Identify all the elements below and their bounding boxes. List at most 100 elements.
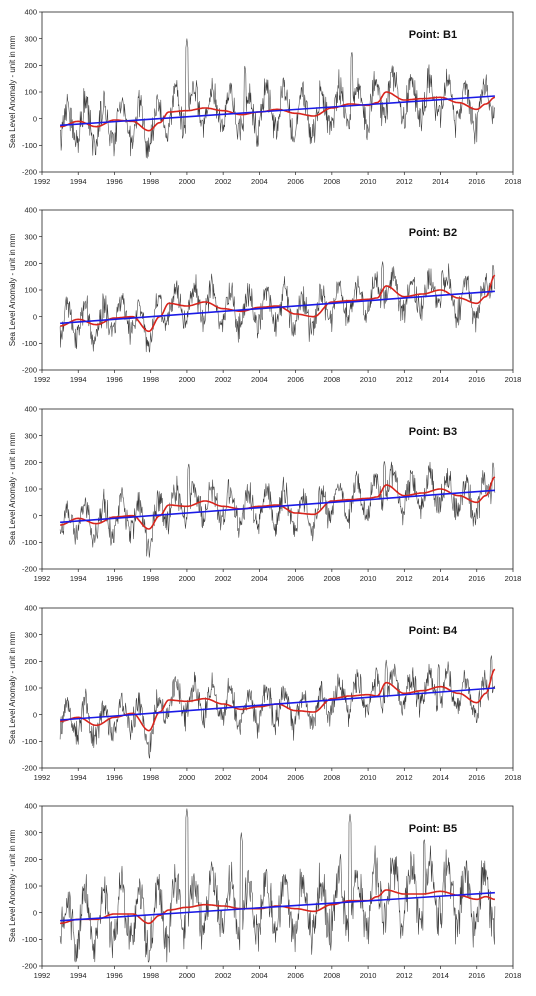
x-tick-label: 1992	[34, 375, 51, 384]
x-tick-label: 1992	[34, 773, 51, 782]
x-tick-label: 2002	[215, 177, 232, 186]
x-tick-label: 2000	[179, 773, 196, 782]
y-tick-label: 400	[24, 8, 37, 17]
y-tick-label: 300	[24, 232, 37, 241]
x-tick-label: 1998	[142, 971, 159, 980]
x-tick-label: 1994	[70, 574, 87, 583]
x-tick-label: 1996	[106, 375, 123, 384]
x-tick-label: 2014	[432, 375, 449, 384]
x-tick-label: 2004	[251, 177, 268, 186]
y-tick-label: 200	[24, 259, 37, 268]
x-tick-label: 2012	[396, 971, 413, 980]
y-tick-label: 200	[24, 458, 37, 467]
panel-title: Point: B3	[409, 426, 457, 438]
x-tick-label: 1998	[142, 773, 159, 782]
x-tick-label: 2006	[287, 177, 304, 186]
trend-line	[60, 290, 495, 325]
x-tick-label: 2018	[505, 773, 522, 782]
x-tick-label: 1994	[70, 177, 87, 186]
y-tick-label: 400	[24, 802, 37, 811]
y-tick-label: 300	[24, 828, 37, 837]
y-tick-label: 400	[24, 206, 37, 215]
y-tick-label: 200	[24, 61, 37, 70]
y-axis-label: Sea Level Anomaly - unit in mm	[8, 233, 17, 346]
x-tick-label: 2006	[287, 375, 304, 384]
x-tick-label: 2008	[324, 773, 341, 782]
x-tick-label: 1996	[106, 574, 123, 583]
x-tick-label: 1994	[70, 971, 87, 980]
x-tick-label: 2002	[215, 773, 232, 782]
x-tick-label: 1992	[34, 177, 51, 186]
x-tick-label: 2004	[251, 574, 268, 583]
smoothed-series-line	[60, 476, 496, 530]
x-tick-label: 2010	[360, 971, 377, 980]
trend-line	[60, 95, 495, 127]
x-tick-label: 2012	[396, 177, 413, 186]
x-tick-label: 2004	[251, 773, 268, 782]
y-tick-label: 0	[33, 908, 37, 917]
x-tick-label: 2016	[468, 773, 485, 782]
x-tick-label: 2010	[360, 574, 377, 583]
trend-line	[60, 687, 495, 721]
y-tick-label: 100	[24, 88, 37, 97]
y-tick-label: 300	[24, 431, 37, 440]
x-tick-label: 1998	[142, 375, 159, 384]
raw-series-line	[59, 261, 496, 353]
x-tick-label: 2016	[468, 574, 485, 583]
x-tick-label: 2018	[505, 574, 522, 583]
y-tick-label: 200	[24, 855, 37, 864]
y-tick-label: 400	[24, 405, 37, 414]
y-axis-label: Sea Level Anomaly - unit in mm	[8, 432, 17, 545]
x-tick-label: 2012	[396, 574, 413, 583]
raw-series-line	[59, 461, 496, 558]
y-tick-label: -100	[22, 737, 37, 746]
x-tick-label: 2006	[287, 971, 304, 980]
x-tick-label: 2014	[432, 177, 449, 186]
x-tick-label: 2006	[287, 773, 304, 782]
y-tick-label: 300	[24, 630, 37, 639]
y-tick-label: 200	[24, 657, 37, 666]
smoothed-series-line	[60, 274, 496, 333]
y-tick-label: -200	[22, 168, 37, 177]
y-tick-label: 100	[24, 882, 37, 891]
x-tick-label: 1996	[106, 773, 123, 782]
x-tick-label: 2012	[396, 375, 413, 384]
x-tick-label: 1992	[34, 574, 51, 583]
x-tick-label: 2004	[251, 971, 268, 980]
x-tick-label: 1994	[70, 375, 87, 384]
x-tick-label: 2012	[396, 773, 413, 782]
y-tick-label: -100	[22, 935, 37, 944]
y-axis-label: Sea Level Anomaly - unit in mm	[8, 829, 17, 942]
x-tick-label: 2008	[324, 375, 341, 384]
x-tick-label: 2006	[287, 574, 304, 583]
y-tick-label: 300	[24, 34, 37, 43]
x-tick-label: 2002	[215, 375, 232, 384]
y-tick-label: -200	[22, 366, 37, 375]
x-tick-label: 2018	[505, 971, 522, 980]
y-tick-label: -200	[22, 565, 37, 574]
panel-title: Point: B1	[409, 29, 457, 41]
y-tick-label: -100	[22, 141, 37, 150]
trend-line	[60, 891, 495, 922]
x-tick-label: 2010	[360, 177, 377, 186]
y-tick-label: 0	[33, 511, 37, 520]
y-tick-label: 100	[24, 286, 37, 295]
x-tick-label: 2000	[179, 375, 196, 384]
x-tick-label: 2002	[215, 971, 232, 980]
x-tick-label: 2018	[505, 375, 522, 384]
smoothed-series-line	[60, 668, 496, 732]
panel-title: Point: B4	[409, 625, 458, 637]
y-axis-label: Sea Level Anomaly - unit in mm	[8, 631, 17, 744]
x-tick-label: 2014	[432, 574, 449, 583]
y-tick-label: -100	[22, 538, 37, 547]
x-tick-label: 1998	[142, 177, 159, 186]
y-tick-label: 0	[33, 710, 37, 719]
x-tick-label: 2010	[360, 375, 377, 384]
